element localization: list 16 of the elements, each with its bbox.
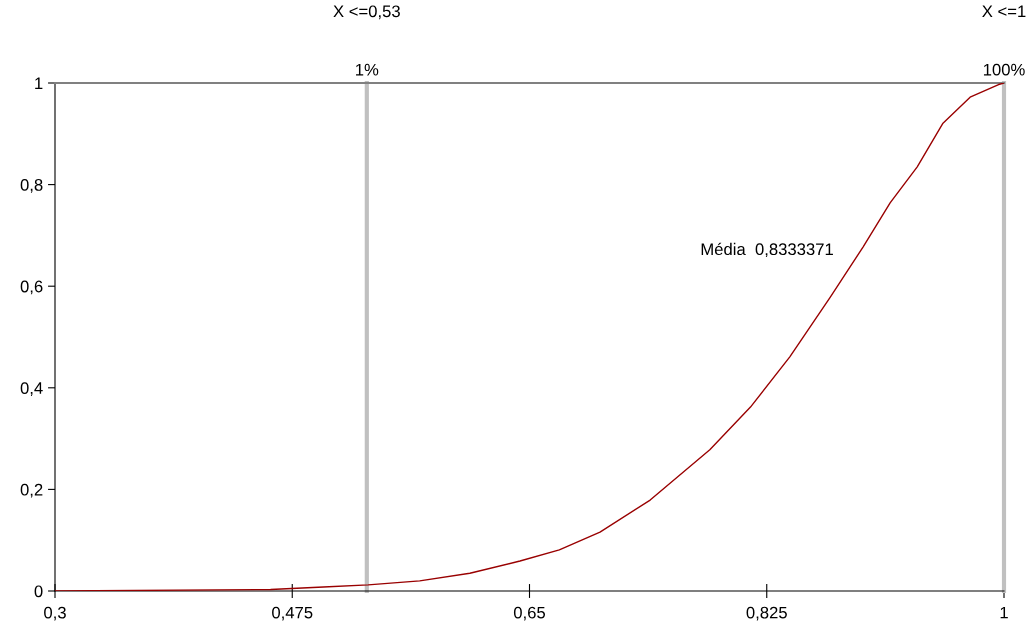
x-tick-label: 0,3 [44, 606, 66, 621]
y-tick-label: 0,8 [20, 179, 43, 193]
y-tick-label: 0 [34, 585, 43, 598]
ref-line-label: 1% [356, 63, 379, 76]
y-tick-label: 0,6 [20, 280, 43, 295]
y-tick-label: 1 [35, 77, 43, 90]
text: X <=0,53 [333, 5, 400, 20]
annotation: Média 0,8333371 [701, 242, 833, 258]
x-tick-label: 0,65 [513, 606, 546, 621]
x-tick-label: 0,825 [746, 606, 787, 621]
ref-line-label: 100% [983, 63, 1025, 76]
y-tick-label: 0,2 [20, 483, 43, 498]
x-tick-label: 1 [1000, 606, 1008, 619]
x-tick-label: 0,475 [272, 606, 313, 621]
text: X <=1 [982, 5, 1026, 18]
y-tick-label: 0,4 [20, 382, 43, 396]
